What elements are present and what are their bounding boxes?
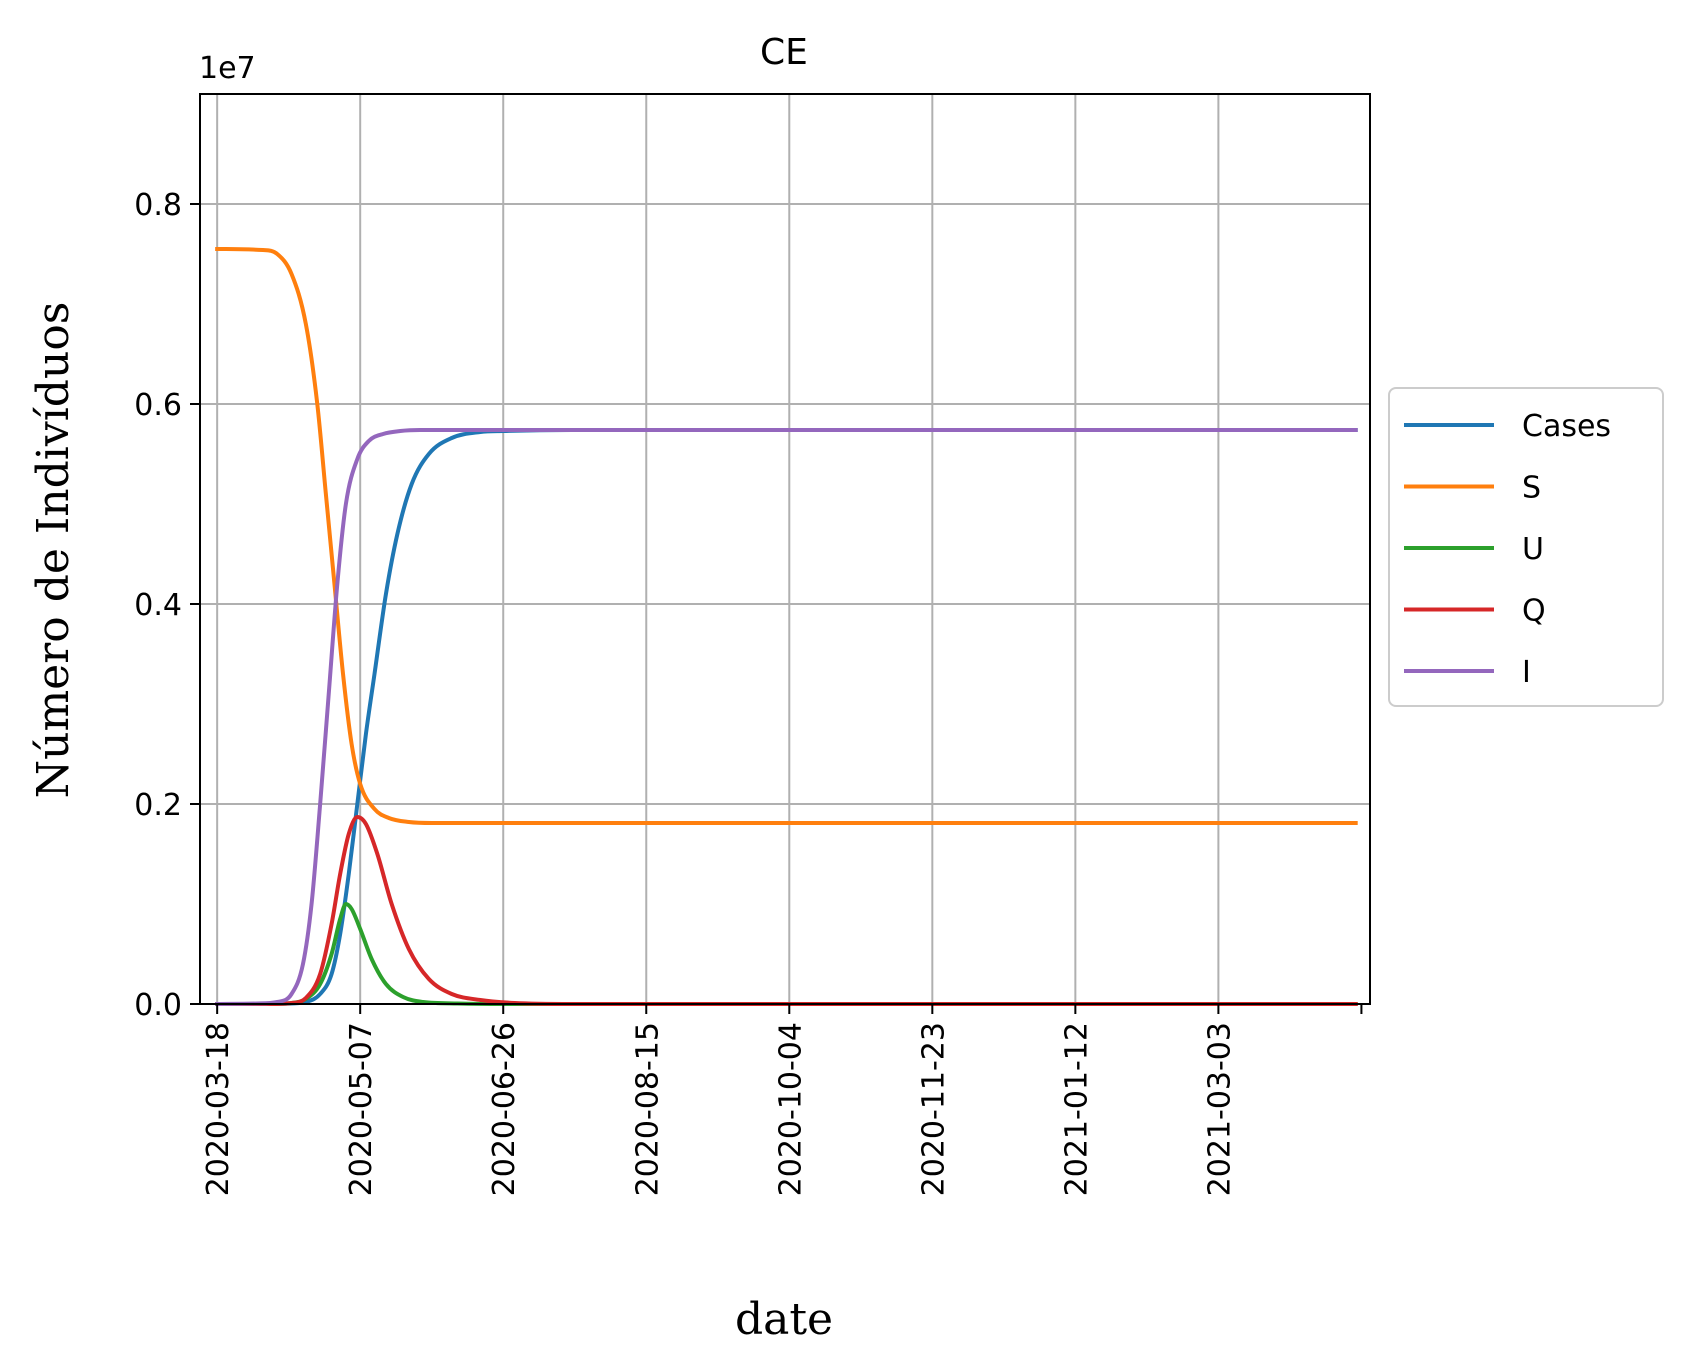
x-tick-label: 2020-05-07	[344, 1022, 379, 1196]
plot-frame	[199, 93, 1371, 1005]
x-tick-label: 2020-03-18	[201, 1022, 236, 1196]
series-line-s	[215, 246, 1358, 826]
legend-label: U	[1522, 532, 1544, 567]
x-tick-label: 2020-10-04	[773, 1022, 808, 1196]
chart-title: CE	[760, 32, 808, 73]
y-offset-label: 1e7	[199, 51, 256, 86]
y-axis-label: Número de Indivíduos	[28, 302, 79, 799]
y-tick-label: 0.0	[134, 988, 182, 1023]
x-axis-label: date	[735, 1294, 833, 1345]
x-tick-label: 2020-08-15	[630, 1022, 665, 1196]
legend-label: I	[1522, 655, 1531, 690]
x-tick-label: 2021-01-12	[1059, 1022, 1094, 1196]
grid	[200, 94, 1370, 1004]
y-tick-label: 0.2	[134, 788, 182, 823]
legend-box	[1388, 387, 1664, 707]
legend-label: S	[1522, 471, 1541, 506]
y-tick-label: 0.4	[134, 588, 182, 623]
series-line-i	[215, 427, 1358, 1007]
y-tick-label: 0.6	[134, 388, 182, 423]
legend-label: Q	[1522, 594, 1546, 629]
x-tick-label: 2021-03-03	[1202, 1022, 1237, 1196]
y-axis-ticks: 0.0 0.2 0.4 0.6 0.8	[134, 188, 200, 1023]
x-axis-ticks: 2020-03-18 2020-05-07 2020-06-26 2020-08-15…	[201, 1004, 1363, 1196]
x-tick-label: 2020-06-26	[487, 1022, 522, 1196]
x-tick-label: 2020-11-23	[916, 1022, 951, 1196]
y-tick-label: 0.8	[134, 188, 182, 223]
legend-label: Cases	[1522, 409, 1611, 444]
